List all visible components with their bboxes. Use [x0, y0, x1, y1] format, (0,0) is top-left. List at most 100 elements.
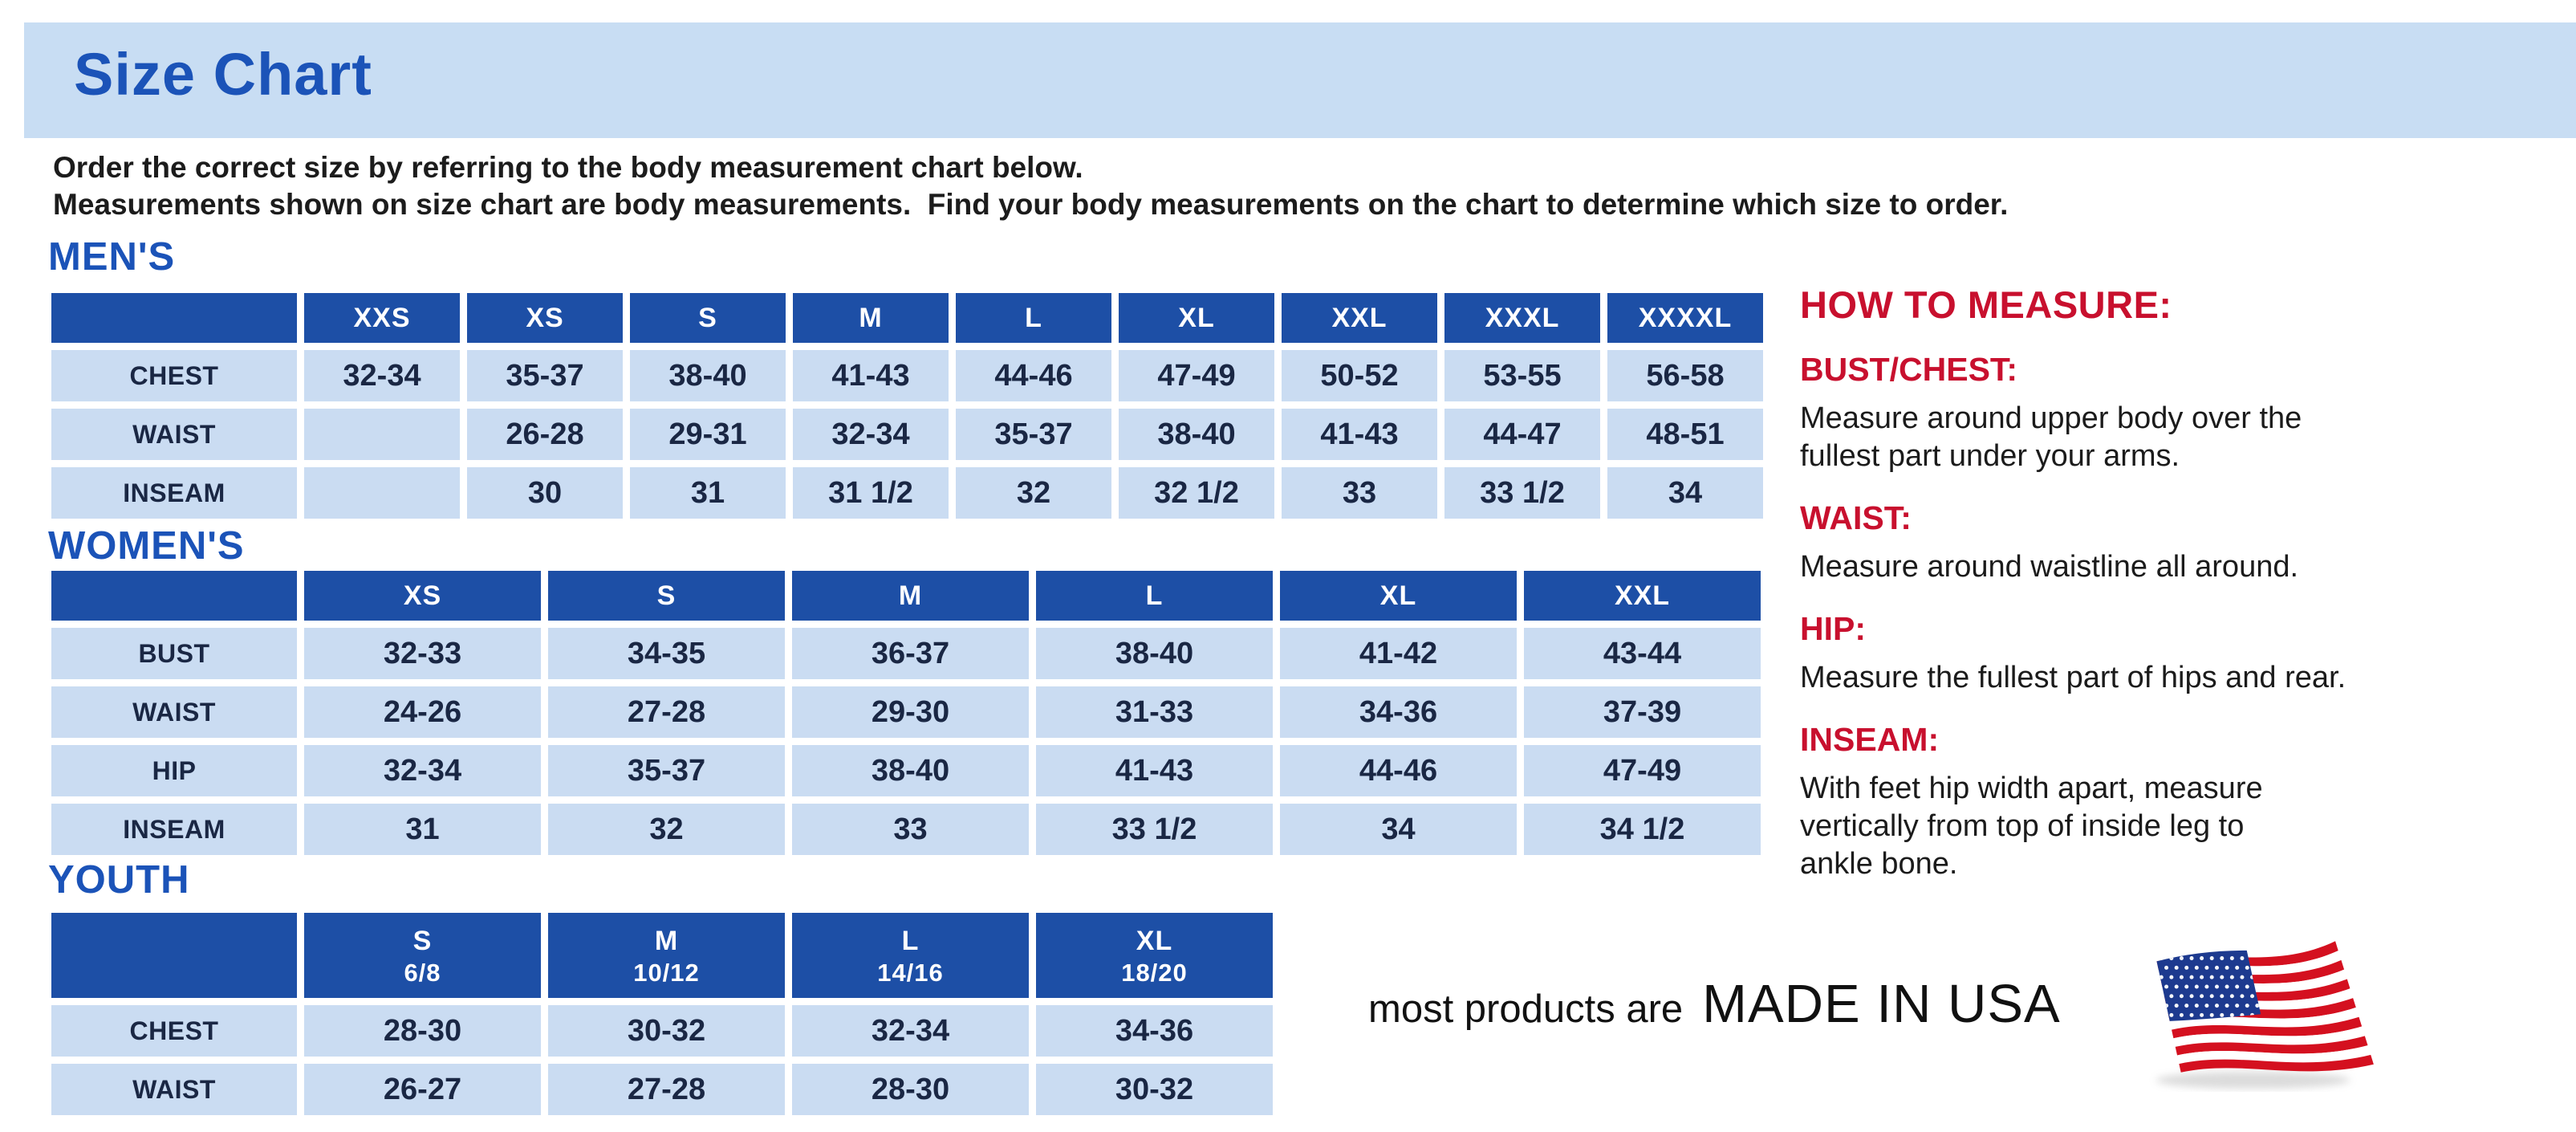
- column-header-s: S: [630, 293, 786, 343]
- usa-flag-icon: [2155, 941, 2374, 1089]
- size-cell: 28-30: [304, 1005, 541, 1057]
- size-cell: 28-30: [792, 1064, 1029, 1115]
- mens-table-grid: XXS XS S M L XL XXL XXXL XXXXL CHEST 32-34 35-37 38-…: [44, 286, 1770, 526]
- size-cell: [304, 409, 460, 460]
- measure-desc: Measure around waistline all around.: [1800, 550, 2299, 584]
- size-cell: 41-43: [793, 350, 949, 401]
- column-header-xxl: XXL: [1524, 571, 1761, 621]
- flag-shadow: [2155, 1071, 2350, 1089]
- size-cell: 31: [304, 804, 541, 855]
- made-in-usa-line: most products are MADE IN USA: [1368, 973, 2061, 1035]
- size-cell: 50-52: [1282, 350, 1437, 401]
- column-header-m: M 10/12: [548, 913, 785, 998]
- intro-line-2: Measurements shown on size chart are bod…: [53, 188, 2009, 221]
- section-title-womens: WOMEN'S: [48, 524, 245, 568]
- column-header-l: L: [956, 293, 1111, 343]
- made-in-usa-emphasis: MADE IN USA: [1702, 974, 2061, 1034]
- size-cell: 24-26: [304, 686, 541, 738]
- column-header-xl: XL: [1280, 571, 1517, 621]
- size-cell: 48-51: [1607, 409, 1763, 460]
- size-cell: 44-46: [956, 350, 1111, 401]
- size-cell: 30: [467, 467, 623, 519]
- table-row-bust: BUST 32-33 34-35 36-37 38-40 41-42 43-44: [51, 628, 1761, 679]
- measure-term: BUST/CHEST:: [1800, 351, 2018, 388]
- size-cell: 47-49: [1524, 745, 1761, 796]
- size-cell: 53-55: [1444, 350, 1600, 401]
- size-cell: 47-49: [1119, 350, 1274, 401]
- flag-stripe: [2175, 1036, 2368, 1056]
- size-cell: 34: [1607, 467, 1763, 519]
- column-header-xs: XS: [304, 571, 541, 621]
- row-label: INSEAM: [51, 804, 297, 855]
- table-row-waist: WAIST 26-28 29-31 32-34 35-37 38-40 41-43 44-47…: [51, 409, 1763, 460]
- size-cell: 32 1/2: [1119, 467, 1274, 519]
- section-title-mens: MEN'S: [48, 235, 176, 279]
- flag-stripe: [2172, 1016, 2363, 1039]
- flag-stripe: [2169, 1007, 2359, 1030]
- row-label: CHEST: [51, 350, 297, 401]
- column-header-m: M: [793, 293, 949, 343]
- column-header-xxxxl: XXXXL: [1607, 293, 1763, 343]
- size-cell: 34-36: [1036, 1005, 1273, 1057]
- size-cell: 34-36: [1280, 686, 1517, 738]
- column-header-xxs: XXS: [304, 293, 460, 343]
- size-cell: 38-40: [1119, 409, 1274, 460]
- size-cell: 35-37: [956, 409, 1111, 460]
- flag-stripe: [2177, 1045, 2371, 1065]
- size-cell: 33: [1282, 467, 1437, 519]
- mens-size-table: XXS XS S M L XL XXL XXXL XXXXL CHEST 32-34 35-37 38-…: [44, 286, 1770, 526]
- size-cell: 35-37: [467, 350, 623, 401]
- size-cell: 41-42: [1280, 628, 1517, 679]
- measure-desc: With feet hip width apart, measure verti…: [1800, 772, 2263, 881]
- column-header-xs: XS: [467, 293, 623, 343]
- size-cell: 31 1/2: [793, 467, 949, 519]
- column-header-m: M: [792, 571, 1029, 621]
- size-cell: 29-30: [792, 686, 1029, 738]
- row-label: WAIST: [51, 409, 297, 460]
- size-cell: 56-58: [1607, 350, 1763, 401]
- size-cell: 30-32: [548, 1005, 785, 1057]
- size-cell: 38-40: [1036, 628, 1273, 679]
- size-cell: 33: [792, 804, 1029, 855]
- table-row-waist: WAIST 26-27 27-28 28-30 30-32: [51, 1064, 1273, 1115]
- column-header-l: L: [1036, 571, 1273, 621]
- youth-table-grid: S 6/8 M 10/12 L 14/16 XL 18/20 CHEST 28-30 30-32 32…: [44, 906, 1280, 1122]
- measure-term: HIP:: [1800, 610, 1866, 647]
- made-in-usa-prefix: most products are: [1368, 987, 1684, 1031]
- size-cell: 27-28: [548, 686, 785, 738]
- column-header-xxl: XXL: [1282, 293, 1437, 343]
- size-cell: 32-34: [304, 745, 541, 796]
- size-cell: 26-28: [467, 409, 623, 460]
- size-cell: 41-43: [1282, 409, 1437, 460]
- row-label: CHEST: [51, 1005, 297, 1057]
- size-cell: 32-34: [792, 1005, 1029, 1057]
- size-cell: 33 1/2: [1036, 804, 1273, 855]
- measure-desc: Measure around upper body over the fulle…: [1800, 401, 2302, 473]
- how-to-measure-title: HOW TO MEASURE:: [1800, 283, 2172, 326]
- column-header-s: S 6/8: [304, 913, 541, 998]
- flag-canton: [2156, 950, 2261, 1021]
- row-label: BUST: [51, 628, 297, 679]
- intro-line-1: Order the correct size by referring to t…: [53, 151, 1083, 184]
- table-row-inseam: INSEAM 30 31 31 1/2 32 32 1/2 33 33 1/2 34: [51, 467, 1763, 519]
- measure-list: BUST/CHEST: Measure around upper body ove…: [1800, 351, 2546, 883]
- header-row: XS S M L XL XXL: [51, 571, 1761, 621]
- size-cell: 43-44: [1524, 628, 1761, 679]
- header-row: S 6/8 M 10/12 L 14/16 XL 18/20: [51, 913, 1273, 998]
- row-label: WAIST: [51, 1064, 297, 1115]
- corner-header-cell: [51, 913, 297, 998]
- youth-size-table: S 6/8 M 10/12 L 14/16 XL 18/20 CHEST 28-30 30-32 32…: [44, 906, 1280, 1122]
- size-cell: 33 1/2: [1444, 467, 1600, 519]
- column-header-xl: XL: [1119, 293, 1274, 343]
- page-title: Size Chart: [74, 41, 372, 108]
- size-cell: 44-46: [1280, 745, 1517, 796]
- size-cell: 27-28: [548, 1064, 785, 1115]
- size-cell: 32-33: [304, 628, 541, 679]
- size-cell: 26-27: [304, 1064, 541, 1115]
- table-row-chest: CHEST 28-30 30-32 32-34 34-36: [51, 1005, 1273, 1057]
- size-cell: 31-33: [1036, 686, 1273, 738]
- table-row-chest: CHEST 32-34 35-37 38-40 41-43 44-46 47-49 50-52…: [51, 350, 1763, 401]
- size-cell: 34-35: [548, 628, 785, 679]
- size-cell: 38-40: [630, 350, 786, 401]
- size-cell: 37-39: [1524, 686, 1761, 738]
